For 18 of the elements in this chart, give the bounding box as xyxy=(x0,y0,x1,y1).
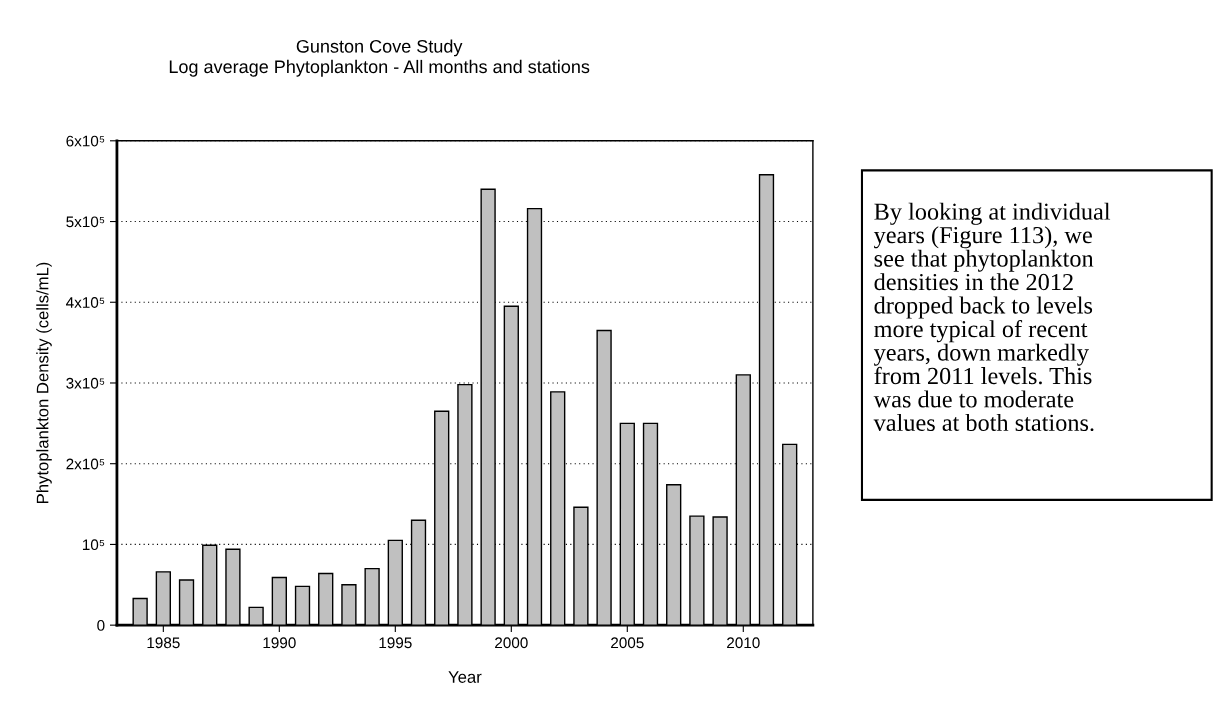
x-tick-label: 2005 xyxy=(611,637,644,649)
chart-title: Gunston Cove Study xyxy=(296,39,463,57)
x-tick-label: 1995 xyxy=(379,637,412,649)
y-tick-label: 10⁵ xyxy=(82,539,105,551)
chart-subtitle: Log average Phytoplankton - All months and stations xyxy=(169,59,590,77)
y-tick-label: 0 xyxy=(97,620,105,631)
x-axis-title: Year xyxy=(448,671,482,683)
y-tick-label: 4x10⁵ xyxy=(66,297,105,308)
text: By looking at individual years (Figure 113), we see that phytoplankton densities in the 2012 dropped back to levels more typical of recent years, down markedly from 2011 levels. This was due to moderate values at both stations. xyxy=(873,202,1111,432)
y-axis-title: Phytoplankton Density (cells/mL) xyxy=(36,262,52,503)
y-tick-label: 5x10⁵ xyxy=(66,216,105,228)
x-tick-label: 2000 xyxy=(495,637,528,649)
y-tick-label: 2x10⁵ xyxy=(66,458,105,470)
x-tick-label: 1990 xyxy=(263,637,296,649)
y-tick-label: 6x10⁵ xyxy=(66,135,105,147)
x-tick-label: 2010 xyxy=(727,637,760,649)
y-tick-label: 3x10⁵ xyxy=(66,377,105,389)
x-tick-label: 1985 xyxy=(147,637,180,649)
